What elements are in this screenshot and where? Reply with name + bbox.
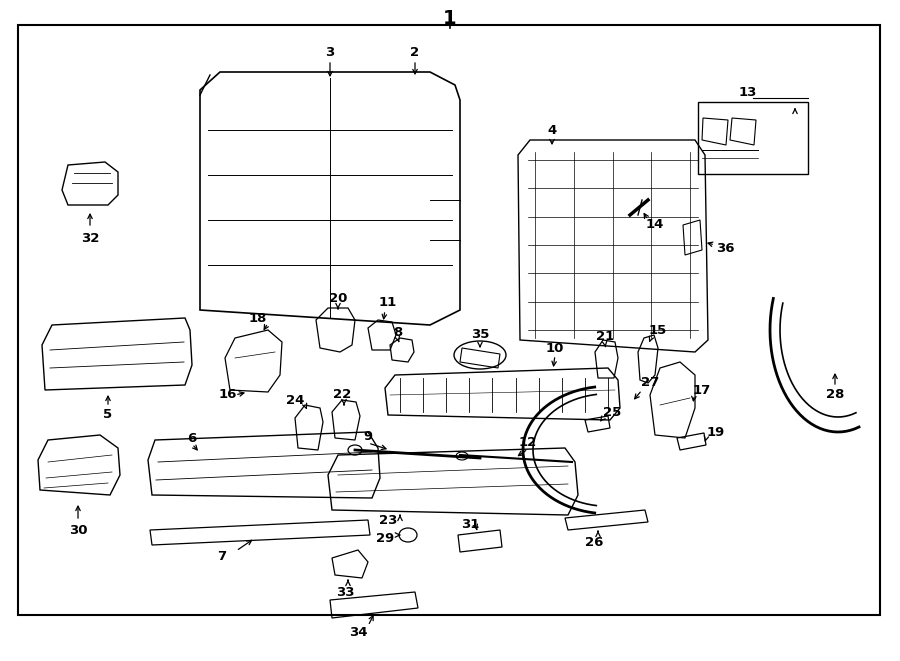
Text: 8: 8 — [393, 325, 402, 338]
Bar — [18, 25, 880, 615]
Text: 24: 24 — [286, 393, 304, 407]
Text: 5: 5 — [104, 408, 112, 422]
Text: 26: 26 — [585, 535, 603, 549]
Text: 33: 33 — [336, 586, 355, 598]
Text: 25: 25 — [603, 405, 621, 418]
Bar — [698, 102, 808, 174]
Text: 12: 12 — [519, 436, 537, 449]
Text: 17: 17 — [693, 383, 711, 397]
Text: 36: 36 — [716, 241, 734, 254]
Text: 1: 1 — [443, 9, 457, 28]
Text: 28: 28 — [826, 389, 844, 401]
Text: 16: 16 — [219, 389, 238, 401]
Text: 23: 23 — [379, 514, 397, 527]
Text: 14: 14 — [646, 219, 664, 231]
Text: 18: 18 — [248, 311, 267, 325]
Text: 7: 7 — [218, 549, 227, 563]
Text: 10: 10 — [545, 342, 564, 354]
Text: 21: 21 — [596, 330, 614, 344]
Text: 4: 4 — [547, 124, 556, 137]
Text: 15: 15 — [649, 323, 667, 336]
Text: 20: 20 — [328, 292, 347, 305]
Text: 9: 9 — [364, 430, 373, 444]
Text: 27: 27 — [641, 375, 659, 389]
Text: 6: 6 — [187, 432, 196, 444]
Text: 13: 13 — [739, 85, 757, 98]
Text: 35: 35 — [471, 329, 490, 342]
Text: 22: 22 — [333, 389, 351, 401]
Text: 3: 3 — [326, 46, 335, 59]
Text: 11: 11 — [379, 295, 397, 309]
Text: 31: 31 — [461, 518, 479, 531]
Text: 30: 30 — [68, 524, 87, 537]
Text: 34: 34 — [349, 625, 367, 639]
Text: 19: 19 — [706, 426, 725, 438]
Text: 29: 29 — [376, 531, 394, 545]
Text: 2: 2 — [410, 46, 419, 59]
Text: 32: 32 — [81, 231, 99, 245]
